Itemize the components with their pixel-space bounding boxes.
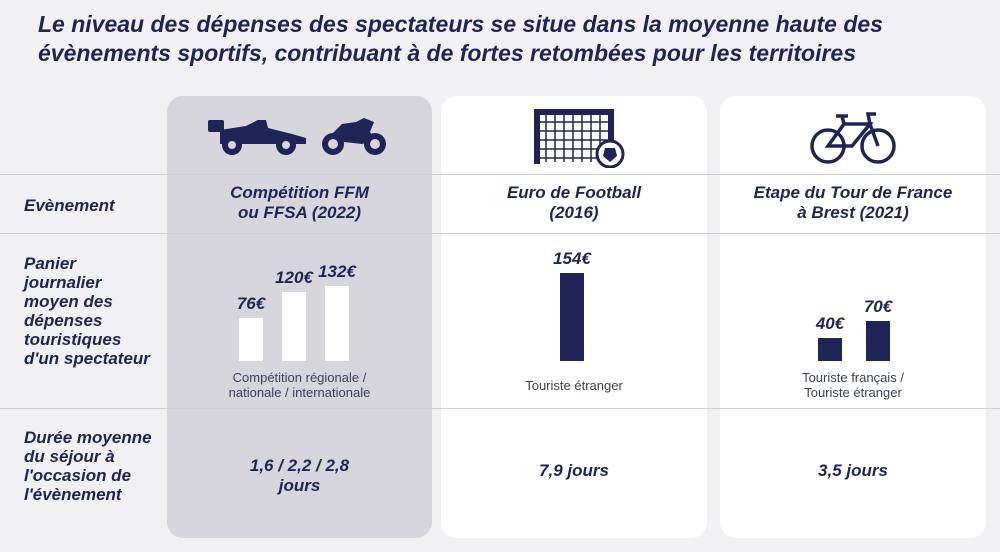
divider-top — [0, 174, 1000, 175]
caption-motorsport: Compétition régionale / nationale / inte… — [228, 370, 371, 400]
bicycle-icon — [810, 112, 896, 164]
bar-cycling-french — [818, 338, 842, 361]
bar-motorsport-national — [282, 292, 306, 361]
row-label-duration: Durée moyenne du séjour à l'occasion de … — [24, 428, 152, 504]
duration-motorsport: 1,6 / 2,2 / 2,8 jours — [249, 456, 350, 495]
value-label: 70€ — [863, 297, 893, 316]
duration-cycling: 3,5 jours — [818, 461, 888, 480]
event-name-football: Euro de Football (2016) — [506, 183, 642, 222]
formula-car-icon — [208, 120, 306, 155]
bar-cycling-foreign — [866, 321, 890, 361]
value-label: 40€ — [815, 314, 845, 333]
caption-football: Touriste étranger — [525, 378, 623, 393]
duration-football: 7,9 jours — [539, 461, 609, 480]
event-name-motorsport: Compétition FFM ou FFSA (2022) — [230, 183, 369, 222]
bar-football-foreign — [560, 273, 584, 361]
divider-bottom — [0, 408, 1000, 409]
divider-middle — [0, 233, 1000, 234]
value-label: 76€ — [236, 294, 266, 313]
row-label-event: Evènement — [24, 196, 115, 215]
motorcycle-icon — [322, 118, 386, 155]
card-cycling — [720, 96, 986, 538]
event-name-cycling: Etape du Tour de France à Brest (2021) — [753, 183, 953, 222]
row-label-basket: Panier journalier moyen des dépenses tou… — [24, 254, 150, 368]
page-title: Le niveau des dépenses des spectateurs s… — [38, 11, 883, 66]
bar-motorsport-international — [325, 286, 349, 361]
caption-cycling: Touriste français / Touriste étranger — [802, 370, 904, 400]
bar-motorsport-regional — [239, 318, 263, 361]
value-label: 120€ — [275, 268, 313, 287]
value-label: 154€ — [553, 249, 591, 268]
football-goal-icon — [534, 109, 625, 168]
value-label: 132€ — [318, 262, 356, 281]
